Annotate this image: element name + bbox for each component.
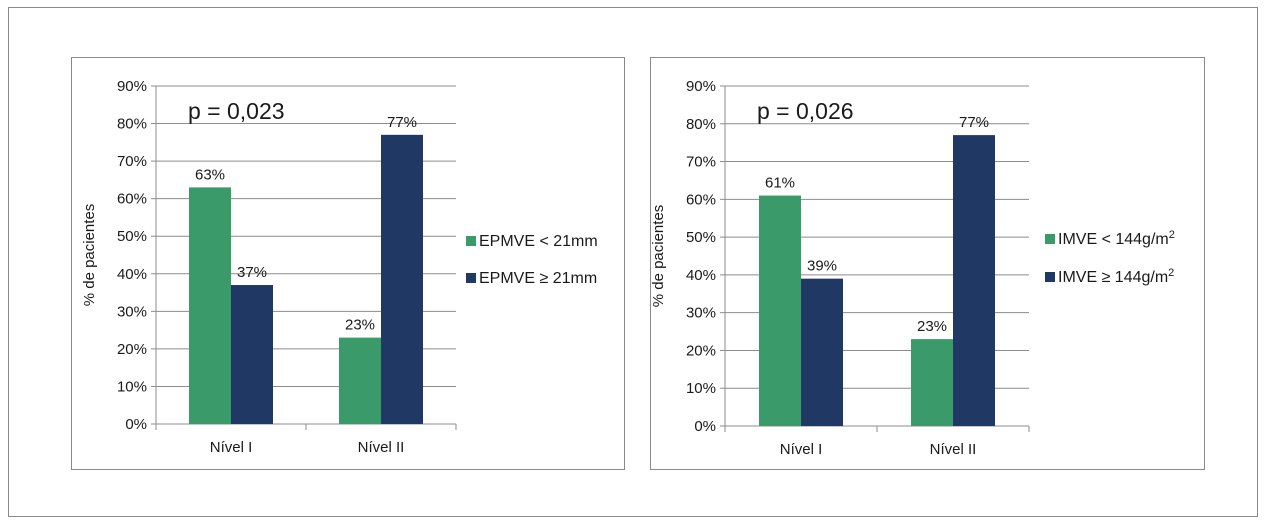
- y-tick-label: 20%: [117, 341, 147, 358]
- chart-epmve: 0% 10% 20% 30% 40% 50% 60% 70% 80% 90% Nível I Níve…: [81, 78, 598, 456]
- y-tick-label: 60%: [117, 191, 147, 208]
- x-tick-label: Nível II: [930, 441, 977, 458]
- bar: [911, 339, 953, 426]
- y-tick-label: 0%: [694, 418, 716, 435]
- y-tick-label: 30%: [117, 303, 147, 320]
- legend-label: IMVE < 144g/m2: [1058, 229, 1175, 248]
- x-tick-label: Nível I: [210, 439, 253, 456]
- y-tick-label: 60%: [686, 191, 716, 208]
- y-tick-label: 40%: [117, 266, 147, 283]
- data-label: 63%: [195, 166, 225, 183]
- bar: [801, 278, 843, 426]
- legend-swatch: [1045, 234, 1055, 244]
- y-tick-label: 90%: [117, 78, 147, 95]
- y-tick-label: 70%: [686, 154, 716, 171]
- y-tick-label: 10%: [686, 380, 716, 397]
- p-value-annotation: p = 0,026: [757, 98, 854, 124]
- data-label: 39%: [807, 258, 837, 275]
- bar: [759, 195, 801, 426]
- data-label: 77%: [959, 114, 989, 131]
- bar: [189, 187, 231, 424]
- y-tick-label: 50%: [117, 228, 147, 245]
- y-tick-label: 30%: [686, 305, 716, 322]
- y-tick-label: 40%: [686, 267, 716, 284]
- legend-swatch: [466, 236, 476, 246]
- data-label: 23%: [917, 318, 947, 335]
- legend-label: EPMVE ≥ 21mm: [479, 270, 597, 287]
- p-value-annotation: p = 0,023: [188, 98, 285, 124]
- y-tick-label: 0%: [125, 416, 147, 433]
- legend-label: EPMVE < 21mm: [479, 233, 598, 250]
- chart-panel-left: 0% 10% 20% 30% 40% 50% 60% 70% 80% 90% Nível I Níve…: [71, 57, 625, 470]
- bar: [231, 285, 273, 424]
- data-label: 77%: [387, 114, 417, 131]
- bar: [339, 337, 381, 424]
- x-tick-label: Nível I: [780, 441, 823, 458]
- legend-swatch: [1045, 272, 1055, 282]
- x-tick-label: Nível II: [358, 439, 405, 456]
- legend-swatch: [466, 273, 476, 283]
- legend-label: IMVE ≥ 144g/m2: [1058, 267, 1174, 286]
- y-tick-label: 90%: [686, 78, 716, 95]
- data-label: 61%: [765, 175, 795, 192]
- y-tick-label: 20%: [686, 342, 716, 359]
- y-tick-label: 10%: [117, 378, 147, 395]
- y-tick-label: 80%: [686, 116, 716, 133]
- chart-panel-right: 0% 10% 20% 30% 40% 50% 60% 70% 80% 90% Nível I Níve…: [650, 57, 1205, 470]
- y-tick-label: 80%: [117, 116, 147, 133]
- bar: [381, 134, 423, 425]
- y-axis-title: % de pacientes: [81, 204, 98, 307]
- chart-imve: 0% 10% 20% 30% 40% 50% 60% 70% 80% 90% Nível I Níve…: [651, 78, 1175, 458]
- y-tick-label: 70%: [117, 153, 147, 170]
- data-label: 23%: [345, 317, 375, 334]
- data-label: 37%: [237, 264, 267, 281]
- y-axis-title: % de pacientes: [651, 205, 667, 308]
- y-tick-label: 50%: [686, 229, 716, 246]
- bar: [953, 135, 995, 426]
